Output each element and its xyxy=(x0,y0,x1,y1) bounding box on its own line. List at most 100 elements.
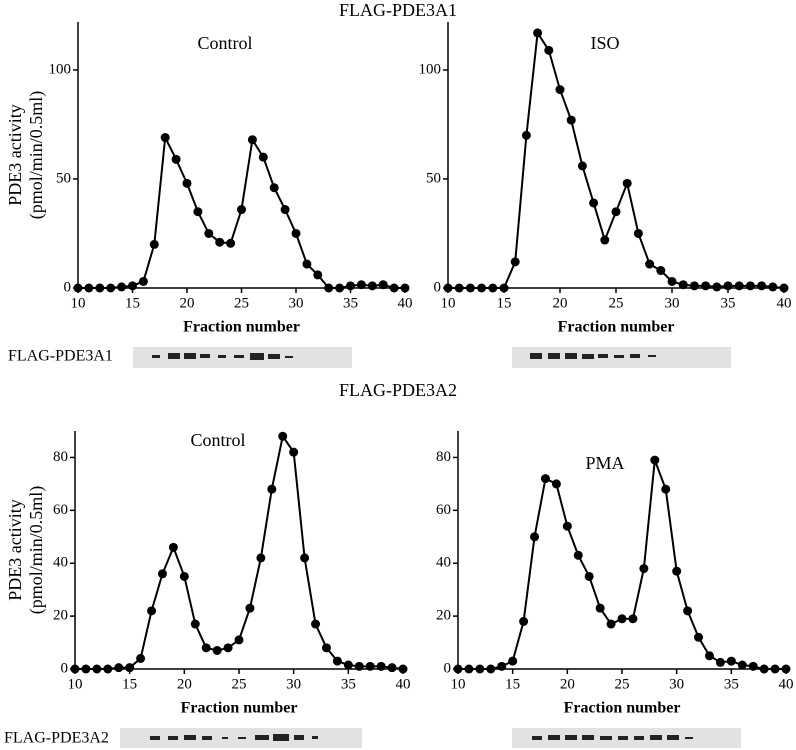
data-point xyxy=(650,455,660,465)
x-axis-label: Fraction number xyxy=(183,319,300,336)
data-point xyxy=(125,663,135,673)
data-point xyxy=(683,606,693,616)
data-point xyxy=(678,280,688,290)
data-point xyxy=(313,270,323,280)
data-point xyxy=(645,259,655,269)
x-tick-label: 35 xyxy=(341,676,356,692)
x-tick-label: 35 xyxy=(343,295,358,311)
data-point xyxy=(302,259,312,269)
data-point xyxy=(656,266,666,276)
data-point xyxy=(179,571,189,581)
data-point xyxy=(160,133,170,143)
data-point xyxy=(443,283,453,293)
chart-title: Control xyxy=(190,430,245,450)
data-point xyxy=(376,661,386,671)
data-point xyxy=(521,130,531,140)
data-point xyxy=(389,283,399,293)
data-point xyxy=(267,484,277,494)
data-point xyxy=(779,283,789,293)
data-point xyxy=(712,282,722,292)
x-tick-label: 15 xyxy=(125,295,140,311)
chart-title: Control xyxy=(197,33,252,53)
data-point xyxy=(215,237,225,247)
data-point xyxy=(278,431,288,441)
data-point xyxy=(715,657,725,667)
data-point xyxy=(114,663,124,673)
data-point xyxy=(595,603,605,613)
data-point xyxy=(477,283,487,293)
data-point xyxy=(335,283,345,293)
data-point xyxy=(128,281,137,291)
chart-title: PMA xyxy=(585,453,624,473)
data-point xyxy=(628,614,638,624)
y-tick-label: 80 xyxy=(53,449,68,465)
section-title: FLAG-PDE3A1 xyxy=(339,0,457,20)
data-point xyxy=(584,571,594,581)
x-tick-label: 10 xyxy=(451,676,466,692)
data-point xyxy=(291,228,301,238)
x-tick-label: 15 xyxy=(505,676,520,692)
y-tick-label: 50 xyxy=(426,170,441,186)
data-point xyxy=(256,553,266,563)
y-tick-label: 20 xyxy=(436,608,451,624)
data-point xyxy=(606,619,616,629)
x-axis-label: Fraction number xyxy=(564,700,681,717)
data-point xyxy=(400,283,410,293)
x-tick-label: 20 xyxy=(180,295,195,311)
data-point xyxy=(245,603,255,613)
data-point xyxy=(378,280,388,290)
data-point xyxy=(73,283,83,293)
y-tick-label: 60 xyxy=(436,502,451,518)
data-point xyxy=(486,664,496,674)
data-point xyxy=(258,152,268,162)
data-point xyxy=(737,660,747,670)
data-point xyxy=(723,281,733,291)
data-point xyxy=(633,228,643,238)
x-tick-label: 20 xyxy=(560,676,575,692)
y-tick-label: 20 xyxy=(53,608,68,624)
x-tick-label: 25 xyxy=(234,295,249,311)
x-tick-label: 15 xyxy=(122,676,137,692)
data-line xyxy=(458,459,786,670)
x-tick-label: 10 xyxy=(68,676,83,692)
x-tick-label: 25 xyxy=(609,295,624,311)
data-point xyxy=(182,178,192,188)
data-point xyxy=(136,653,146,663)
x-tick-label: 30 xyxy=(286,676,301,692)
data-line xyxy=(75,433,404,670)
data-point xyxy=(573,550,583,560)
data-point xyxy=(280,205,290,215)
data-point xyxy=(171,154,181,164)
data-point xyxy=(745,281,755,291)
data-point xyxy=(611,207,621,217)
data-point xyxy=(95,283,105,293)
data-point xyxy=(300,553,310,563)
data-point xyxy=(734,281,744,291)
data-point xyxy=(190,619,200,629)
data-point xyxy=(701,281,711,291)
data-point xyxy=(770,664,780,674)
data-point xyxy=(667,276,677,286)
data-point xyxy=(193,207,203,217)
data-point xyxy=(540,474,550,484)
data-point xyxy=(147,606,157,616)
y-tick-label: 0 xyxy=(61,660,69,676)
data-point xyxy=(757,281,767,291)
data-point xyxy=(672,566,682,576)
x-tick-label: 35 xyxy=(724,676,739,692)
data-point xyxy=(365,661,375,671)
data-point xyxy=(497,661,507,671)
data-point xyxy=(704,651,714,661)
y-tick-label: 40 xyxy=(53,555,68,571)
data-point xyxy=(661,484,671,494)
data-point xyxy=(689,281,699,291)
data-point xyxy=(475,664,485,674)
data-point xyxy=(204,228,214,238)
data-point xyxy=(617,614,627,624)
data-point xyxy=(92,664,102,674)
x-tick-label: 30 xyxy=(289,295,304,311)
y-tick-label: 0 xyxy=(444,660,452,676)
section-title: FLAG-PDE3A2 xyxy=(339,380,457,400)
data-point xyxy=(70,664,80,674)
chart-title: ISO xyxy=(590,33,619,53)
